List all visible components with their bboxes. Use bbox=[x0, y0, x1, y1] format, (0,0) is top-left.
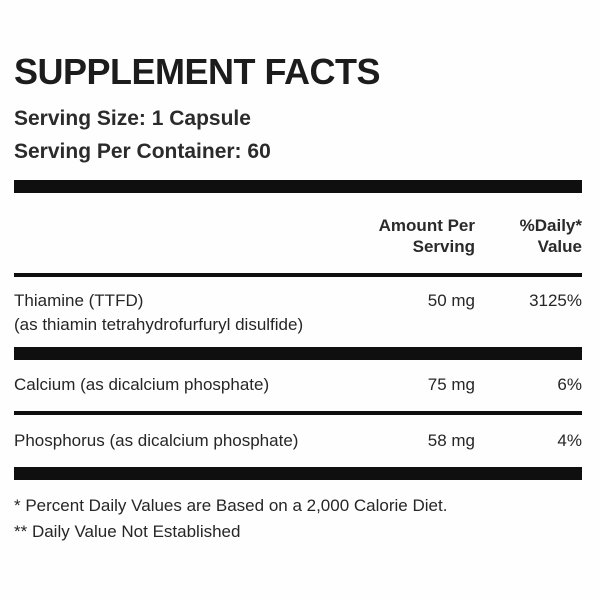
nutrient-amount: 75 mg bbox=[427, 375, 475, 394]
nutrient-name: Calcium (as dicalcium phosphate) bbox=[14, 375, 270, 394]
supplement-facts-panel: SUPPLEMENT FACTS Serving Size: 1 Capsule… bbox=[14, 51, 582, 545]
footnote-not-established: ** Daily Value Not Established bbox=[14, 522, 241, 541]
footnotes-section: * Percent Daily Values are Based on a 2,… bbox=[14, 493, 582, 545]
nutrient-amount: 50 mg bbox=[427, 291, 475, 310]
nutrient-name-cell: Thiamine (TTFD) (as thiamin tetrahydrofu… bbox=[14, 289, 355, 337]
divider-thick-top bbox=[14, 180, 582, 193]
divider-thin-header bbox=[14, 273, 582, 277]
column-header-amount-per-serving: Amount Per Serving bbox=[378, 216, 475, 256]
nutrient-detail: (as thiamin tetrahydrofurfuryl disulfide… bbox=[14, 315, 304, 334]
nutrient-name: Phosphorus (as dicalcium phosphate) bbox=[14, 431, 299, 450]
column-header-daily-value: %Daily* Value bbox=[519, 216, 582, 256]
divider-thin-rows bbox=[14, 411, 582, 415]
nutrient-amount: 58 mg bbox=[427, 431, 475, 450]
divider-thick-mid bbox=[14, 347, 582, 360]
nutrient-daily-value: 3125% bbox=[529, 291, 582, 310]
servings-per-container-line: Serving Per Container: 60 bbox=[14, 140, 271, 163]
nutrient-row-phosphorus: Phosphorus (as dicalcium phosphate) 58 m… bbox=[14, 415, 582, 467]
column-header-nutrient bbox=[14, 215, 355, 257]
panel-title: SUPPLEMENT FACTS bbox=[14, 51, 381, 92]
footnote-daily-values: * Percent Daily Values are Based on a 2,… bbox=[14, 496, 448, 515]
nutrient-row-thiamine: Thiamine (TTFD) (as thiamin tetrahydrofu… bbox=[14, 277, 582, 347]
nutrient-daily-value: 4% bbox=[557, 431, 582, 450]
nutrient-name: Thiamine (TTFD) bbox=[14, 291, 144, 310]
nutrient-row-calcium: Calcium (as dicalcium phosphate) 75 mg 6… bbox=[14, 360, 582, 411]
nutrient-daily-value: 6% bbox=[557, 375, 582, 394]
divider-thick-bottom bbox=[14, 467, 582, 480]
serving-size-line: Serving Size: 1 Capsule bbox=[14, 107, 251, 130]
table-header-row: Amount Per Serving %Daily* Value bbox=[14, 193, 582, 273]
